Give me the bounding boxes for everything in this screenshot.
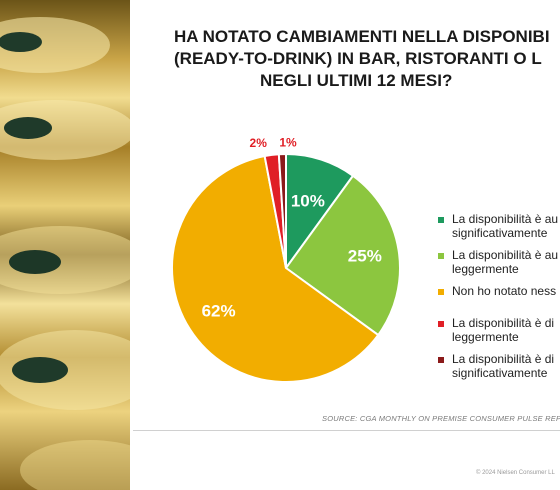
chart-title: HA NOTATO CAMBIAMENTI NELLA DISPONIBI (R… bbox=[150, 26, 560, 92]
legend-swatch bbox=[438, 253, 444, 259]
chart-title-line-1: HA NOTATO CAMBIAMENTI NELLA DISPONIBI bbox=[174, 27, 550, 46]
source-note: SOURCE: CGA MONTHLY ON PREMISE CONSUMER … bbox=[322, 414, 560, 423]
pie-slice-1 bbox=[284, 174, 401, 337]
legend-label: La disponibilità è di leggermente bbox=[452, 316, 555, 344]
pie-chart: 10% 25% 62% 2% 1% bbox=[171, 135, 401, 383]
chart-title-line-2: (READY-TO-DRINK) IN BAR, RISTORANTI O L bbox=[174, 49, 542, 68]
pie-slice-2 bbox=[171, 154, 380, 383]
pie-label-4: 1% bbox=[279, 135, 297, 149]
chart-legend: La disponibilità è au significativamente L… bbox=[438, 212, 560, 392]
legend-item-0: La disponibilità è au significativamente bbox=[438, 212, 560, 240]
legend-label: La disponibilità è di significativamente bbox=[452, 352, 555, 380]
legend-swatch bbox=[438, 321, 444, 327]
copyright-note: © 2024 Nielsen Consumer LL bbox=[476, 470, 555, 476]
can-tops-illustration bbox=[0, 17, 130, 490]
legend-swatch bbox=[438, 289, 444, 295]
pie-label-2: 62% bbox=[202, 302, 236, 321]
legend-item-1: La disponibilità è au leggermente bbox=[438, 248, 560, 276]
legend-swatch bbox=[438, 357, 444, 363]
legend-item-3: La disponibilità è di leggermente bbox=[438, 316, 560, 344]
legend-label: Non ho notato ness bbox=[452, 284, 557, 298]
beverage-cans-photo bbox=[0, 0, 130, 490]
legend-item-4: La disponibilità è di significativamente bbox=[438, 352, 560, 380]
legend-item-2: Non ho notato ness bbox=[438, 284, 560, 298]
pie-label-1: 25% bbox=[348, 246, 382, 265]
pie-slice-4 bbox=[277, 152, 287, 269]
chart-title-line-3: NEGLI ULTIMI 12 MESI? bbox=[260, 71, 453, 90]
footer-divider bbox=[133, 430, 560, 431]
legend-label: La disponibilità è au significativamente bbox=[452, 212, 559, 240]
legend-label: La disponibilità è au leggermente bbox=[452, 248, 559, 276]
pie-label-0: 10% bbox=[291, 192, 325, 211]
legend-swatch bbox=[438, 217, 444, 223]
pie-slice-0 bbox=[285, 152, 355, 272]
pie-label-3: 2% bbox=[250, 136, 268, 150]
